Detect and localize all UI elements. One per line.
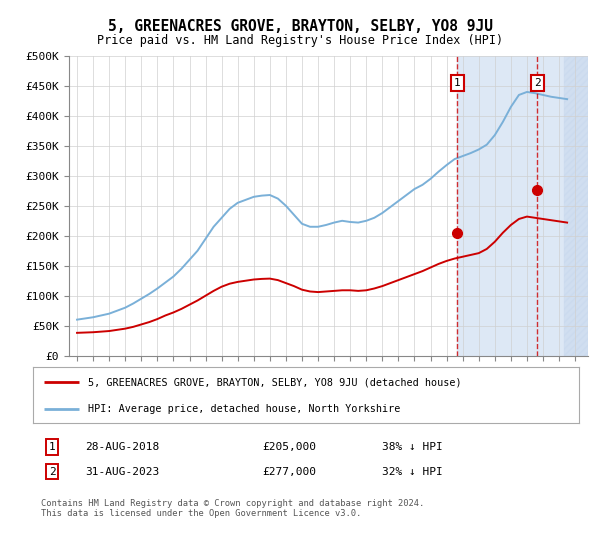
Text: 1: 1: [454, 78, 460, 88]
Text: 1: 1: [49, 442, 55, 452]
Text: 5, GREENACRES GROVE, BRAYTON, SELBY, YO8 9JU (detached house): 5, GREENACRES GROVE, BRAYTON, SELBY, YO8…: [88, 377, 461, 388]
Text: 2: 2: [49, 466, 55, 477]
Text: 2: 2: [534, 78, 541, 88]
Text: 32% ↓ HPI: 32% ↓ HPI: [382, 466, 443, 477]
Text: HPI: Average price, detached house, North Yorkshire: HPI: Average price, detached house, Nort…: [88, 404, 400, 414]
Bar: [457, 56, 588, 356]
Text: 38% ↓ HPI: 38% ↓ HPI: [382, 442, 443, 452]
Bar: [564, 56, 588, 356]
Text: Price paid vs. HM Land Registry's House Price Index (HPI): Price paid vs. HM Land Registry's House …: [97, 34, 503, 46]
Text: Contains HM Land Registry data © Crown copyright and database right 2024.
This d: Contains HM Land Registry data © Crown c…: [41, 499, 424, 518]
Text: £277,000: £277,000: [262, 466, 316, 477]
Text: 31-AUG-2023: 31-AUG-2023: [85, 466, 159, 477]
Text: 5, GREENACRES GROVE, BRAYTON, SELBY, YO8 9JU: 5, GREENACRES GROVE, BRAYTON, SELBY, YO8…: [107, 19, 493, 34]
Text: £205,000: £205,000: [262, 442, 316, 452]
Text: 28-AUG-2018: 28-AUG-2018: [85, 442, 159, 452]
